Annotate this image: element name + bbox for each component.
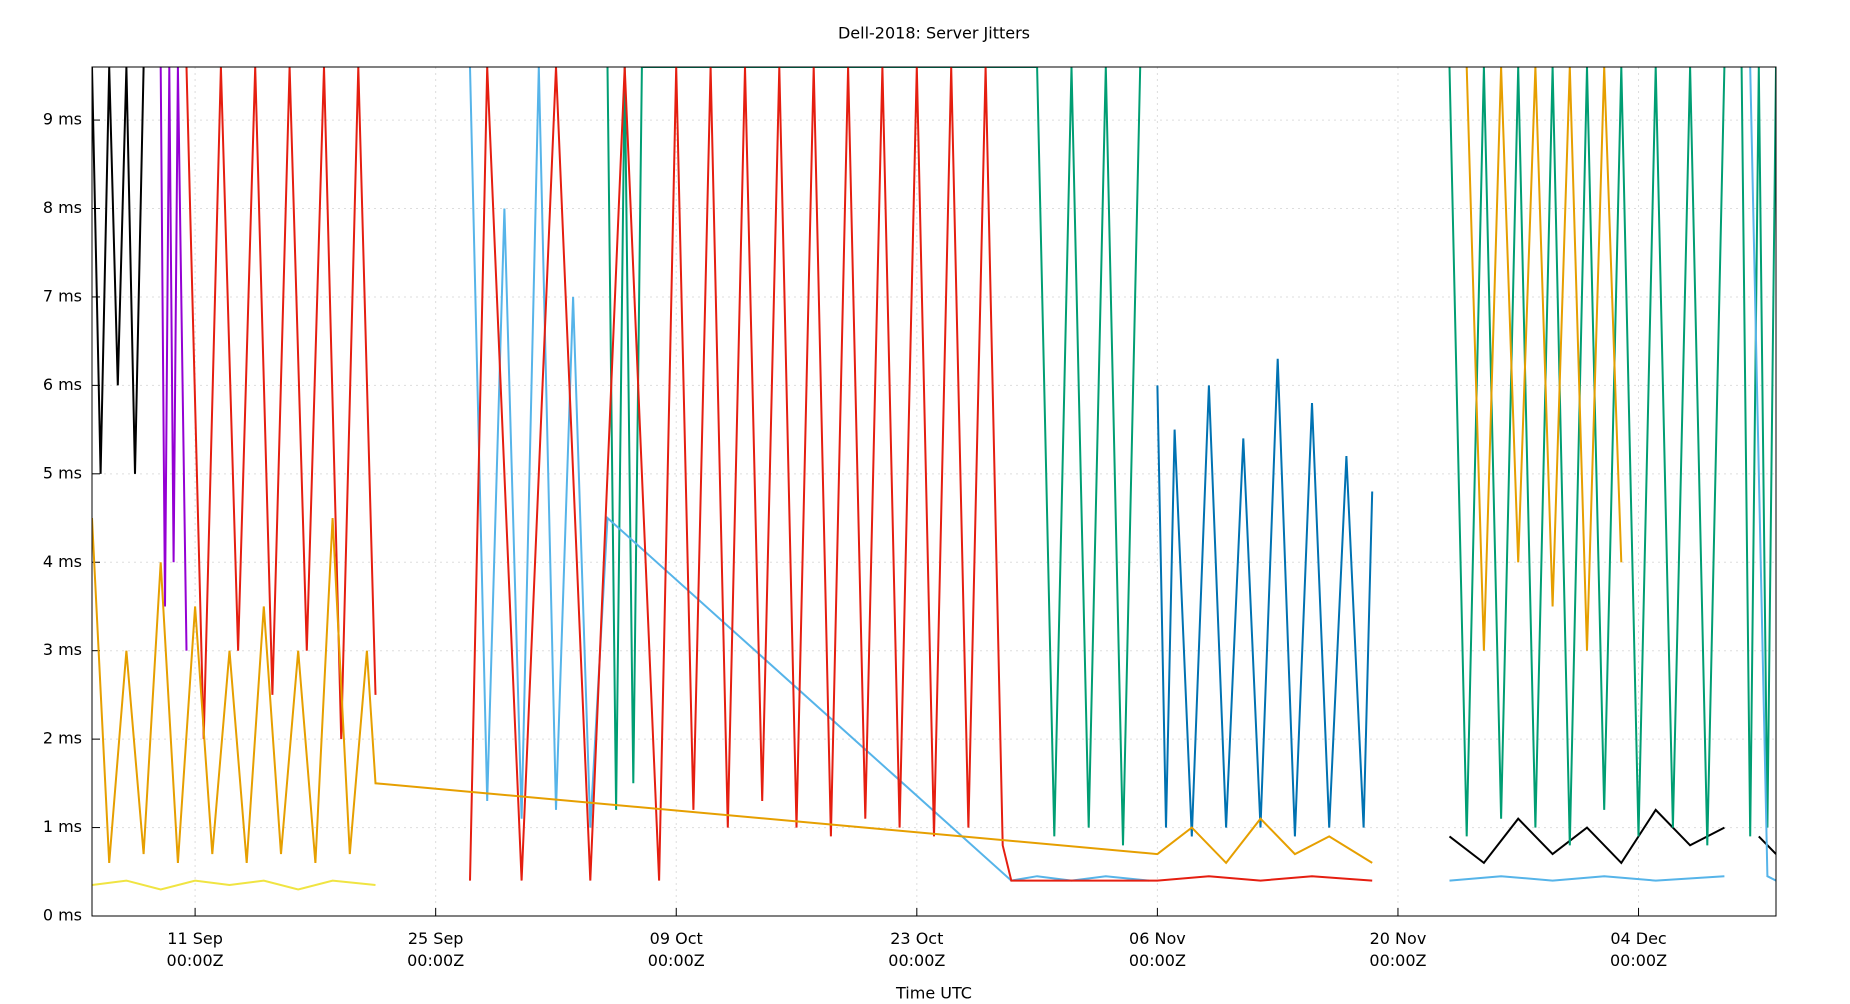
x-axis-label: Time UTC — [895, 984, 972, 1001]
y-tick-label: 0 ms — [43, 906, 82, 925]
y-tick-label: 5 ms — [43, 463, 82, 482]
series-line — [606, 67, 1776, 846]
series-line — [92, 879, 376, 891]
x-tick-label: 20 Nov 00:00Z — [1369, 929, 1427, 970]
x-tick-label: 23 Oct 00:00Z — [888, 929, 946, 970]
y-tick-label: 1 ms — [43, 817, 82, 836]
series-line — [1156, 358, 1374, 837]
x-tick-label: 25 Sep 00:00Z — [407, 929, 465, 970]
series-line — [185, 67, 1373, 882]
y-tick-label: 2 ms — [43, 729, 82, 748]
series-line — [159, 67, 188, 651]
y-tick-label: 9 ms — [43, 110, 82, 129]
y-tick-label: 3 ms — [43, 640, 82, 659]
series-line — [92, 67, 1623, 865]
x-tick-label: 09 Oct 00:00Z — [647, 929, 705, 970]
y-tick-label: 6 ms — [43, 375, 82, 394]
y-tick-label: 4 ms — [43, 552, 82, 571]
x-tick-label: 04 Dec 00:00Z — [1609, 929, 1668, 970]
y-tick-label: 8 ms — [43, 198, 82, 217]
x-tick-label: 11 Sep 00:00Z — [166, 929, 224, 970]
x-tick-label: 06 Nov 00:00Z — [1128, 929, 1186, 970]
plot-frame — [91, 66, 1777, 917]
chart-title: Dell-2018: Server Jitters — [838, 24, 1030, 43]
y-tick-label: 7 ms — [43, 286, 82, 305]
